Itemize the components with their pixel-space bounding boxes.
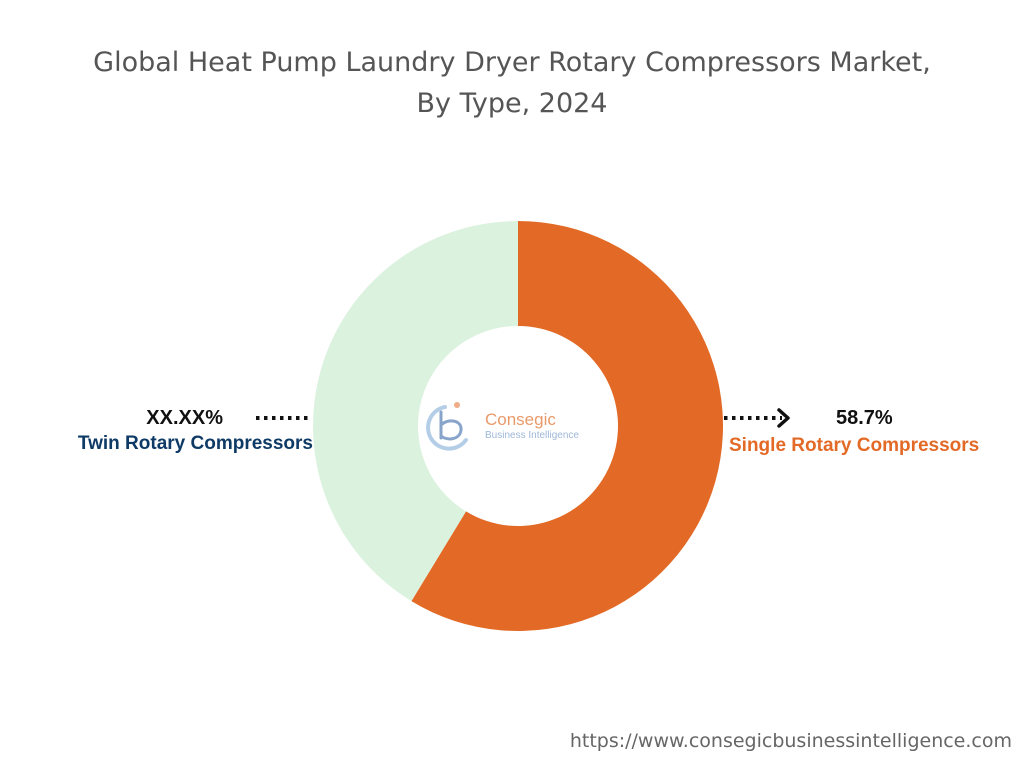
logo-tagline: Business Intelligence — [485, 430, 579, 441]
twin-percent-label: XX.XX% — [146, 407, 223, 429]
twin-category-label: Twin Rotary Compressors — [77, 433, 313, 454]
footer-url: https://www.consegicbusinessintelligence… — [569, 730, 1012, 752]
logo-c-icon — [426, 405, 468, 451]
chart-title-line-1: Global Heat Pump Laundry Dryer Rotary Co… — [93, 47, 931, 78]
single-category-label: Single Rotary Compressors — [729, 435, 980, 456]
chart-title-line-2: By Type, 2024 — [416, 88, 608, 119]
logo-wordmark: Consegic Business Intelligence — [485, 410, 579, 442]
donut-slice-single-rotary-compressors — [411, 221, 723, 631]
logo-b-icon — [439, 410, 463, 441]
donut-slice-twin-rotary-compressors — [313, 221, 518, 602]
logo-mark — [426, 402, 468, 451]
logo-name: Consegic — [485, 410, 556, 429]
chart-title: Global Heat Pump Laundry Dryer Rotary Co… — [0, 42, 1024, 124]
single-percent-label: 58.7% — [836, 407, 893, 429]
logo-dot-icon — [454, 402, 460, 408]
single-connector — [724, 408, 790, 428]
arrow-head-icon — [777, 408, 790, 428]
donut-slices — [313, 221, 723, 631]
